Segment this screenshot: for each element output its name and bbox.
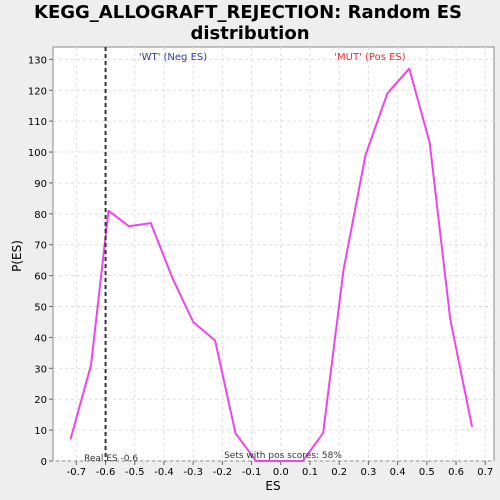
y-tick-label: 20	[34, 395, 47, 406]
chart-title-line-1: KEGG_ALLOGRAFT_REJECTION: Random ES	[34, 2, 462, 23]
x-tick-label: -0.1	[242, 467, 262, 478]
x-tick-label: -0.4	[154, 467, 174, 478]
y-tick-label: 60	[34, 272, 47, 283]
x-tick-label: -0.6	[96, 467, 116, 478]
x-tick-label: 0.4	[390, 467, 406, 478]
x-tick-label: 0.1	[302, 467, 318, 478]
x-tick-label: -0.7	[67, 467, 87, 478]
y-tick-label: 40	[34, 333, 47, 344]
axis-ticks: -0.7 -0.6 -0.5 -0.4 -0.3 -0.2 -0.1 0.0 0.1 0.2 0.3…	[28, 55, 493, 478]
x-tick-label: 0.6	[448, 467, 464, 478]
y-tick-label: 0	[41, 457, 47, 468]
grid-lines	[53, 47, 494, 462]
y-tick-label: 80	[34, 210, 47, 221]
x-tick-label: -0.5	[125, 467, 145, 478]
es-distribution-series-line	[69, 67, 474, 462]
x-tick-label: -0.3	[183, 467, 203, 478]
neg-es-label: 'WT' (Neg ES)	[139, 52, 207, 63]
y-tick-label: 110	[28, 117, 47, 128]
real-es-label: Real ES -0.6	[84, 454, 138, 464]
y-axis-label: P(ES)	[10, 240, 24, 272]
pos-scores-footer: Sets with pos scores: 58%	[224, 451, 342, 461]
series-group	[69, 67, 474, 462]
x-tick-label: 0.7	[477, 467, 493, 478]
chart-title-line-2: distribution	[190, 23, 309, 44]
x-axis-label: ES	[265, 479, 280, 493]
y-tick-label: 130	[28, 55, 47, 66]
x-tick-label: -0.2	[213, 467, 233, 478]
pos-es-label: 'MUT' (Pos ES)	[334, 52, 405, 63]
x-tick-label: 0.3	[360, 467, 376, 478]
y-tick-label: 120	[28, 86, 47, 97]
y-tick-label: 100	[28, 148, 47, 159]
x-tick-label: 0.0	[273, 467, 289, 478]
x-tick-label: 0.5	[419, 467, 435, 478]
y-tick-label: 30	[34, 364, 47, 375]
y-tick-label: 50	[34, 303, 47, 314]
y-tick-label: 90	[34, 179, 47, 190]
y-tick-label: 70	[34, 241, 47, 252]
y-tick-label: 10	[34, 426, 47, 437]
plot-area	[52, 46, 495, 462]
x-tick-label: 0.2	[331, 467, 347, 478]
